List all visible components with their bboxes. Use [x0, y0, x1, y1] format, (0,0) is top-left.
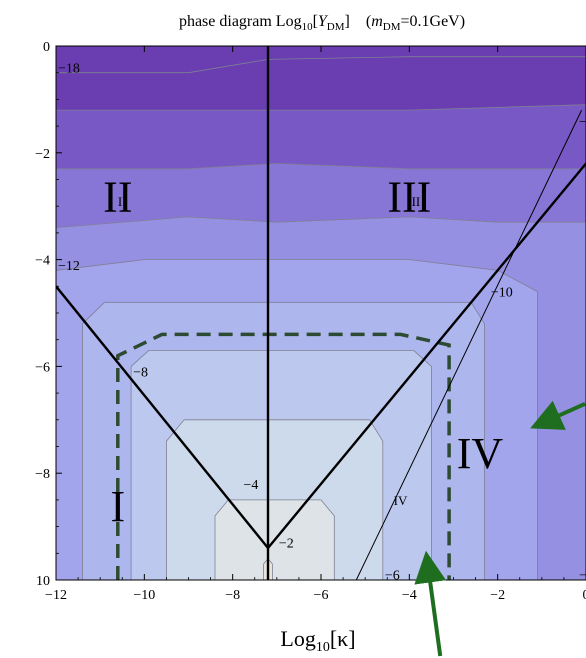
contour-labels: −18 −12 −8 −4 −2 −6 −10 −14 −1 — [58, 61, 586, 583]
x-tick-label: −8 — [225, 588, 240, 603]
contour-line — [56, 259, 538, 580]
region-small-label: III — [407, 194, 420, 209]
contour-line — [214, 499, 335, 580]
contour-value-label: −10 — [491, 286, 513, 301]
contour-line — [56, 216, 586, 228]
contour-line — [56, 104, 586, 111]
contour-fills — [56, 46, 586, 580]
region-label: IV — [457, 429, 504, 478]
x-tick-label: −10 — [133, 588, 155, 603]
contour-value-label: −4 — [244, 478, 259, 493]
contour-line — [130, 349, 432, 580]
x-tick-label: −12 — [45, 588, 67, 603]
y-tick-label: −8 — [35, 467, 50, 482]
chart-title: phase diagram Log10[YDM] (mDM=0.1GeV) — [179, 13, 465, 33]
y-tick-label: −2 — [35, 147, 50, 162]
contour-value-label: −8 — [133, 366, 148, 381]
contour-line — [56, 163, 586, 170]
region-label: I — [111, 482, 126, 531]
thin-diagonal-boundary — [355, 109, 583, 580]
left-boundary — [56, 285, 269, 549]
y-tick-label: −6 — [35, 360, 50, 375]
axis-ticks: −12 −10 −8 −6 −4 −2 00−2−4−6−810 — [35, 40, 586, 603]
contour-value-label: −6 — [385, 569, 400, 584]
annotation-arrow — [530, 400, 586, 430]
contour-value-label: −12 — [58, 259, 80, 274]
phase-boundaries — [56, 46, 586, 580]
region-label: II — [103, 173, 132, 222]
x-tick-label: −6 — [314, 588, 329, 603]
x-tick-label: −4 — [402, 588, 417, 603]
contour-value-label: −14 — [579, 569, 586, 584]
contour-value-label: −2 — [279, 537, 294, 552]
y-tick-label: 0 — [43, 40, 50, 55]
x-tick-label: 0 — [583, 588, 586, 603]
x-tick-label: −2 — [490, 588, 505, 603]
annotation-arrow — [414, 550, 447, 657]
contour-value-label: −18 — [58, 61, 80, 76]
contour-band — [56, 46, 586, 73]
region-small-label: IV — [394, 493, 408, 508]
dashed-region-boundary — [116, 332, 451, 580]
region-label: III — [387, 173, 431, 222]
contour-lines — [56, 56, 586, 580]
x-axis-label: Log10[κ] — [280, 626, 355, 655]
contour-line — [82, 301, 485, 580]
annotation-arrows — [414, 400, 586, 657]
contour-value-label: −1 — [579, 115, 586, 130]
y-tick-label: 10 — [36, 574, 50, 589]
contour-line — [165, 419, 384, 580]
right-boundary — [267, 162, 586, 549]
y-tick-label: −4 — [35, 254, 50, 269]
region-small-label: II — [118, 194, 127, 209]
